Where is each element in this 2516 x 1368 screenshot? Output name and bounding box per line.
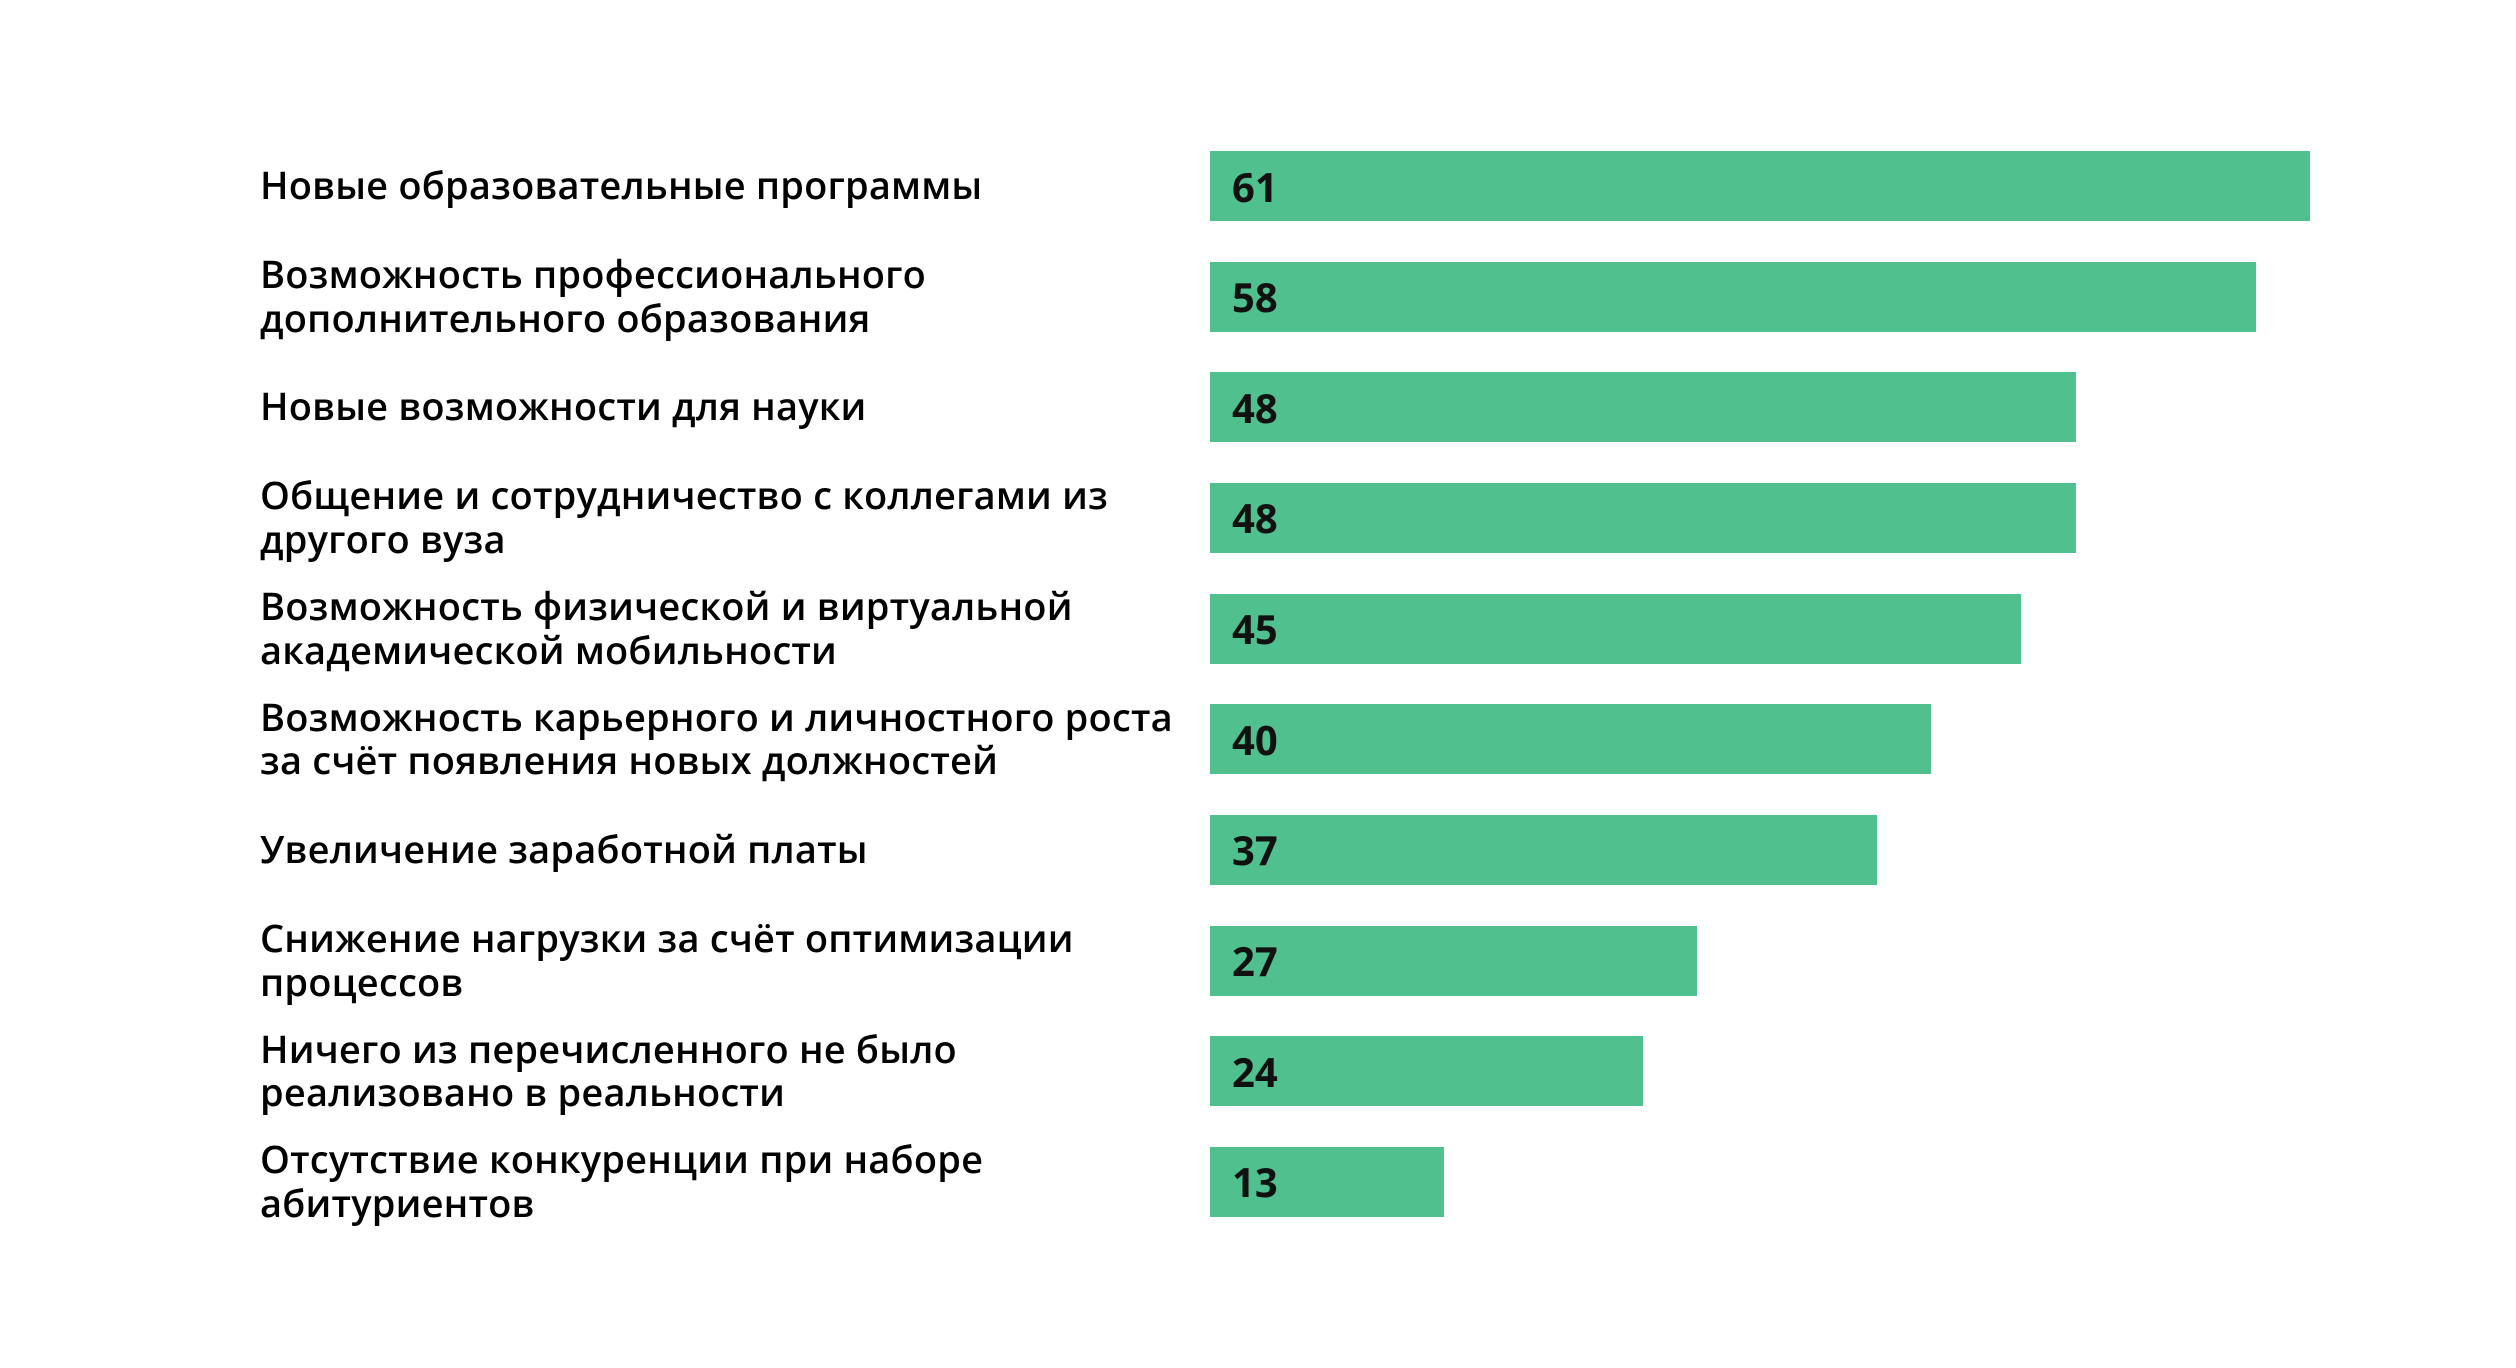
chart-row: Увеличение заработной платы 37 <box>260 804 2316 896</box>
chart-row-label-cell: Снижение нагрузки за счёт оптимизации пр… <box>260 917 1180 1004</box>
chart-row-bar-track: 48 <box>1210 372 2316 442</box>
chart-row: Возможность профессионального дополнител… <box>260 251 2316 343</box>
horizontal-bar-chart: Новые образовательные программы 61 Возможн… <box>0 0 2516 1368</box>
chart-row: Общение и сотрудничество с коллегами из … <box>260 472 2316 564</box>
chart-row-bar: 40 <box>1210 704 1931 774</box>
chart-row-bar: 24 <box>1210 1036 1643 1106</box>
chart-row-bar: 13 <box>1210 1147 1444 1217</box>
chart-row-value: 58 <box>1210 269 1278 324</box>
chart-row-label: Снижение нагрузки за счёт оптимизации пр… <box>260 917 1180 1004</box>
chart-row-value: 40 <box>1210 712 1278 767</box>
chart-row-bar: 27 <box>1210 926 1697 996</box>
chart-row-value: 61 <box>1210 159 1278 214</box>
chart-row-label: Новые образовательные программы <box>260 164 982 208</box>
chart-row-label: Увеличение заработной платы <box>260 828 868 872</box>
chart-row-value: 48 <box>1210 490 1278 545</box>
chart-row-label-cell: Новые образовательные программы <box>260 164 1180 208</box>
chart-row-bar: 45 <box>1210 594 2021 664</box>
chart-row-bar: 48 <box>1210 483 2076 553</box>
chart-row-bar: 37 <box>1210 815 1877 885</box>
chart-row-bar: 58 <box>1210 262 2256 332</box>
chart-row-bar: 61 <box>1210 151 2310 221</box>
chart-row-bar-track: 61 <box>1210 151 2316 221</box>
chart-row-label: Новые возможности для науки <box>260 385 867 429</box>
chart-row: Новые образовательные программы 61 <box>260 140 2316 232</box>
chart-row: Возможность физической и виртуальной ака… <box>260 583 2316 675</box>
chart-row-value: 45 <box>1210 601 1278 656</box>
chart-row: Ничего из перечисленного не было реализо… <box>260 1025 2316 1117</box>
chart-row-bar-track: 40 <box>1210 704 2316 774</box>
chart-row: Отсутствие конкуренции при наборе абитур… <box>260 1136 2316 1228</box>
chart-row: Снижение нагрузки за счёт оптимизации пр… <box>260 915 2316 1007</box>
chart-row-value: 48 <box>1210 380 1278 435</box>
chart-row-bar-track: 24 <box>1210 1036 2316 1106</box>
chart-row-value: 24 <box>1210 1044 1278 1099</box>
chart-row-bar-track: 45 <box>1210 594 2316 664</box>
chart-row-bar-track: 13 <box>1210 1147 2316 1217</box>
chart-row-label: Возможность карьерного и личностного рос… <box>260 696 1180 783</box>
chart-row-value: 27 <box>1210 933 1278 988</box>
chart-row-value: 13 <box>1210 1154 1278 1209</box>
chart-row-bar-track: 58 <box>1210 262 2316 332</box>
chart-row-label-cell: Ничего из перечисленного не было реализо… <box>260 1028 1180 1115</box>
chart-row-label-cell: Возможность профессионального дополнител… <box>260 253 1180 340</box>
chart-row-bar-track: 37 <box>1210 815 2316 885</box>
chart-row-value: 37 <box>1210 822 1278 877</box>
chart-row-label-cell: Возможность карьерного и личностного рос… <box>260 696 1180 783</box>
chart-row: Возможность карьерного и личностного рос… <box>260 693 2316 785</box>
chart-row-label: Общение и сотрудничество с коллегами из … <box>260 474 1180 561</box>
chart-row-bar: 48 <box>1210 372 2076 442</box>
chart-row-label: Отсутствие конкуренции при наборе абитур… <box>260 1138 1180 1225</box>
chart-row-label-cell: Новые возможности для науки <box>260 385 1180 429</box>
chart-row-bar-track: 27 <box>1210 926 2316 996</box>
chart-row-label-cell: Отсутствие конкуренции при наборе абитур… <box>260 1138 1180 1225</box>
chart-row-label: Возможность профессионального дополнител… <box>260 253 1180 340</box>
chart-row-label: Ничего из перечисленного не было реализо… <box>260 1028 1180 1115</box>
chart-row: Новые возможности для науки 48 <box>260 361 2316 453</box>
chart-row-label-cell: Возможность физической и виртуальной ака… <box>260 585 1180 672</box>
chart-row-label: Возможность физической и виртуальной ака… <box>260 585 1180 672</box>
chart-row-label-cell: Общение и сотрудничество с коллегами из … <box>260 474 1180 561</box>
chart-row-bar-track: 48 <box>1210 483 2316 553</box>
chart-row-label-cell: Увеличение заработной платы <box>260 828 1180 872</box>
